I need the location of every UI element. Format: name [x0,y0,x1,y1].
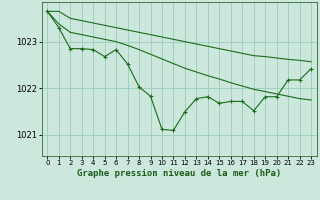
X-axis label: Graphe pression niveau de la mer (hPa): Graphe pression niveau de la mer (hPa) [77,169,281,178]
